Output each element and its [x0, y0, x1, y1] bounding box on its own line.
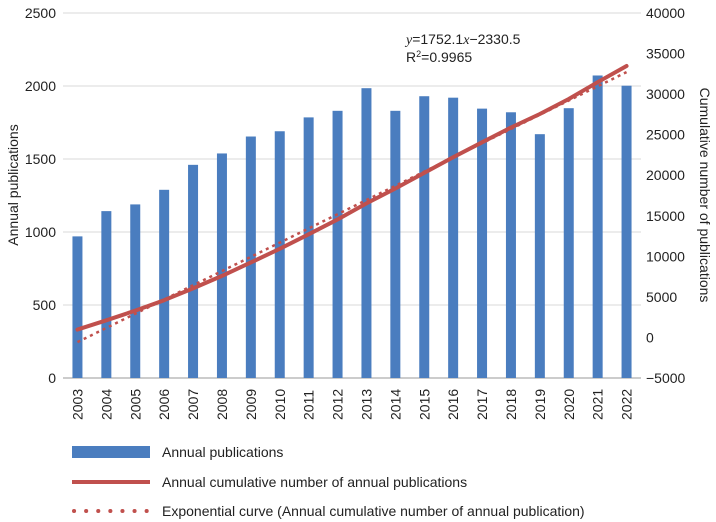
bar	[245, 136, 256, 378]
left-tick-label: 2000	[25, 78, 56, 94]
x-tick-label: 2010	[272, 389, 288, 420]
equation-intercept: −2330.5	[469, 31, 520, 47]
equation-x-symbol: x	[462, 33, 470, 48]
bar	[216, 153, 227, 378]
legend-bar-swatch	[72, 446, 150, 458]
x-axis-ticks: 2003 2004 2005 2006 2007 2008 2009 2010 2011 2012…	[69, 389, 634, 420]
x-tick-label: 2007	[185, 389, 201, 420]
x-tick-label: 2013	[358, 389, 374, 420]
r-squared-value: =0.9965	[421, 49, 472, 65]
x-tick-label: 2017	[474, 389, 490, 420]
bar	[188, 164, 199, 378]
right-tick-label: −5000	[646, 370, 686, 386]
bar	[303, 117, 314, 378]
x-tick-label: 2011	[301, 390, 317, 420]
bar	[621, 85, 632, 378]
x-tick-label: 2014	[387, 389, 403, 420]
bar	[534, 134, 545, 378]
left-tick-label: 1000	[25, 224, 56, 240]
left-tick-label: 500	[33, 297, 57, 313]
bar	[274, 131, 285, 378]
equation-slope: =1752.1	[412, 31, 463, 47]
legend-label-bar: Annual publications	[162, 444, 283, 460]
x-tick-label: 2004	[98, 389, 114, 420]
regression-equation: y=1752.1x−2330.5 R2=0.9965	[404, 31, 521, 65]
bar	[159, 189, 170, 378]
bar	[72, 236, 83, 378]
legend-item-bar: Annual publications	[72, 444, 283, 460]
r-squared-exponent: 2	[416, 49, 421, 59]
gridlines	[63, 12, 641, 379]
right-tick-label: 40000	[646, 5, 685, 21]
right-tick-label: 5000	[646, 289, 677, 305]
right-tick-label: 35000	[646, 46, 685, 62]
right-tick-label: 15000	[646, 208, 685, 224]
right-tick-label: 10000	[646, 248, 685, 264]
x-tick-label: 2008	[214, 389, 230, 420]
bar	[563, 108, 574, 378]
legend-item-trend: Exponential curve (Annual cumulative num…	[72, 503, 585, 519]
left-tick-label: 1500	[25, 151, 56, 167]
x-tick-label: 2005	[127, 389, 143, 420]
bar	[361, 88, 372, 378]
x-tick-label: 2018	[503, 389, 519, 420]
left-tick-label: 0	[48, 370, 56, 386]
bar	[448, 97, 459, 379]
bar	[592, 75, 603, 378]
equation-line: y=1752.1x−2330.5	[404, 31, 521, 48]
right-tick-label: 20000	[646, 167, 685, 183]
x-tick-label: 2019	[532, 389, 548, 420]
r-squared-label: R	[406, 49, 416, 65]
x-tick-label: 2022	[619, 389, 635, 420]
bar	[390, 110, 401, 378]
left-tick-label: 2500	[25, 5, 56, 21]
x-tick-label: 2015	[416, 389, 432, 420]
right-tick-label: 25000	[646, 127, 685, 143]
x-tick-label: 2012	[330, 389, 346, 420]
left-axis-ticks: 0 500 1000 1500 2000 2500	[25, 5, 56, 386]
left-axis-title: Annual publications	[5, 124, 21, 245]
bar	[477, 108, 488, 378]
equation-y-symbol: y	[404, 33, 413, 48]
legend-label-trend: Exponential curve (Annual cumulative num…	[162, 503, 585, 519]
right-axis-ticks: −5000 0 5000 10000 15000 20000 25000 30000 35000…	[646, 5, 686, 386]
bar-series	[72, 75, 632, 379]
right-tick-label: 0	[646, 329, 654, 345]
legend-label-line: Annual cumulative number of annual publi…	[162, 474, 467, 490]
legend: Annual publications Annual cumulative nu…	[72, 444, 585, 519]
bar	[505, 112, 516, 378]
cumulative-line	[75, 63, 629, 332]
x-tick-label: 2003	[69, 389, 85, 420]
x-tick-label: 2021	[590, 389, 606, 420]
right-axis-title: Cumulative number of publications	[697, 88, 713, 303]
bar	[332, 110, 343, 378]
x-tick-label: 2009	[243, 389, 259, 420]
x-tick-label: 2016	[445, 389, 461, 420]
line-series	[75, 63, 629, 344]
legend-item-line: Annual cumulative number of annual publi…	[72, 474, 467, 490]
r-squared: R2=0.9965	[406, 49, 472, 65]
bar	[101, 211, 112, 378]
x-tick-label: 2006	[156, 389, 172, 420]
x-tick-label: 2020	[561, 389, 577, 420]
right-tick-label: 30000	[646, 86, 685, 102]
bar	[130, 204, 141, 378]
bar	[419, 96, 430, 378]
